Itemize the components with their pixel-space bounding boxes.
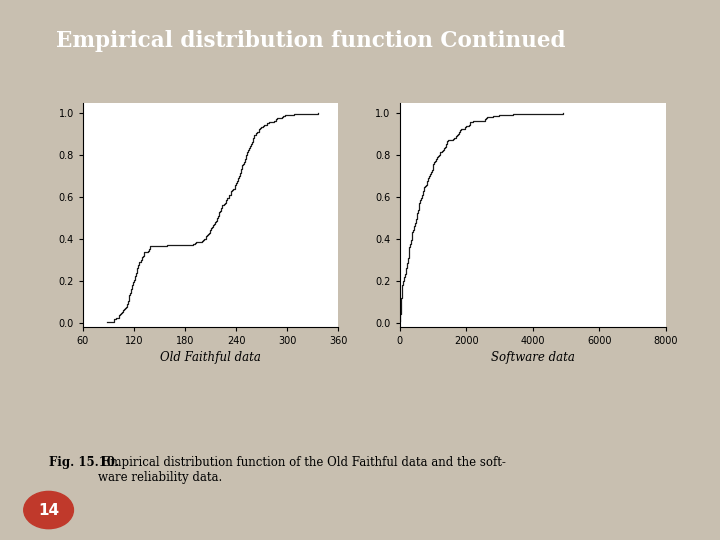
Text: Empirical distribution function of the Old Faithful data and the soft-
ware reli: Empirical distribution function of the O… [98, 456, 505, 484]
X-axis label: Old Faithful data: Old Faithful data [160, 352, 261, 365]
Text: Empirical distribution function Continued: Empirical distribution function Continue… [56, 30, 565, 52]
X-axis label: Software data: Software data [491, 352, 575, 365]
Circle shape [24, 491, 73, 529]
Text: Fig. 15.10.: Fig. 15.10. [49, 456, 119, 469]
Text: 14: 14 [38, 503, 59, 517]
